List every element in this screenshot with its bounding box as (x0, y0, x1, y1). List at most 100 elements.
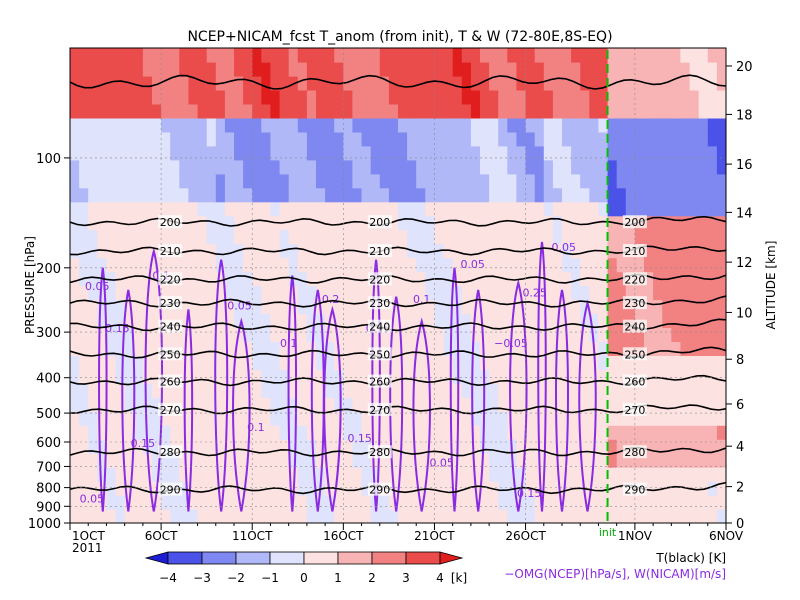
anomaly-cell (352, 103, 363, 119)
anomaly-cell (516, 467, 527, 482)
anomaly-cell (707, 341, 718, 356)
anomaly-cell (616, 341, 627, 356)
anomaly-cell (534, 411, 545, 426)
anomaly-cell (352, 145, 363, 161)
anomaly-cell (252, 425, 262, 440)
anomaly-cell (662, 355, 672, 370)
anomaly-cell (361, 145, 372, 161)
anomaly-cell (498, 397, 508, 412)
anomaly-cell (288, 89, 299, 105)
anomaly-cell (607, 299, 618, 315)
anomaly-cell (552, 159, 563, 175)
anomaly-cell (88, 62, 98, 77)
anomaly-cell (616, 397, 627, 412)
init-label: init (599, 526, 617, 539)
anomaly-cell (379, 145, 390, 161)
anomaly-cell (398, 425, 408, 440)
anomaly-cell (270, 411, 281, 426)
anomaly-cell (634, 48, 645, 63)
anomaly-cell (352, 341, 363, 356)
altitude-tick-label: 20 (736, 60, 753, 75)
anomaly-cell (197, 89, 208, 105)
anomaly-cell (288, 355, 299, 370)
anomaly-cell (543, 257, 554, 273)
anomaly-cell (142, 313, 153, 328)
anomaly-cell (543, 355, 554, 370)
anomaly-cell (716, 229, 726, 245)
anomaly-cell (507, 173, 517, 189)
anomaly-cell (97, 131, 107, 147)
anomaly-cell (79, 89, 89, 105)
anomaly-cell (325, 48, 335, 63)
anomaly-cell (243, 103, 253, 119)
anomaly-cell (653, 509, 663, 523)
anomaly-cell (707, 299, 718, 315)
anomaly-cell (634, 495, 645, 510)
anomaly-cell (653, 467, 663, 482)
anomaly-cell (434, 145, 445, 161)
anomaly-cell (343, 173, 353, 189)
anomaly-cell (653, 117, 663, 133)
anomaly-cell (279, 369, 290, 384)
temperature-label: 270 (160, 404, 181, 417)
anomaly-cell (270, 117, 281, 133)
anomaly-cell (662, 62, 672, 77)
anomaly-cell (507, 397, 517, 412)
anomaly-cell (261, 369, 271, 384)
anomaly-cell (680, 495, 691, 510)
anomaly-cell (580, 62, 590, 77)
anomaly-cell (562, 48, 572, 63)
anomaly-cell (625, 425, 636, 440)
anomaly-cell (115, 62, 126, 77)
anomaly-cell (243, 243, 253, 259)
anomaly-cell (653, 327, 663, 342)
anomaly-cell (671, 299, 681, 315)
anomaly-cell (161, 257, 171, 273)
anomaly-cell (379, 187, 390, 203)
temperature-label-bg (367, 347, 392, 361)
anomaly-cell (152, 75, 162, 91)
anomaly-cell (525, 495, 536, 510)
anomaly-cell (707, 327, 718, 342)
anomaly-cell (188, 117, 199, 133)
anomaly-cell (334, 201, 344, 217)
anomaly-cell (106, 341, 117, 356)
anomaly-cell (416, 425, 426, 440)
anomaly-cell (106, 62, 117, 77)
anomaly-cell (361, 187, 372, 203)
anomaly-cell (425, 159, 435, 175)
anomaly-cell (361, 229, 372, 245)
anomaly-cell (434, 481, 445, 496)
anomaly-cell (552, 285, 563, 301)
anomaly-cell (252, 103, 262, 119)
anomaly-cell (234, 383, 244, 398)
anomaly-cell (306, 467, 317, 482)
anomaly-cell (243, 201, 253, 217)
anomaly-cell (279, 75, 290, 91)
anomaly-cell (425, 257, 435, 273)
anomaly-cell (270, 103, 281, 119)
anomaly-cell (671, 145, 681, 161)
anomaly-cell (124, 453, 135, 468)
anomaly-cell (398, 481, 408, 496)
anomaly-cell (270, 369, 281, 384)
anomaly-cell (407, 355, 417, 370)
anomaly-cell (133, 117, 144, 133)
anomaly-cell (243, 341, 253, 356)
anomaly-cell (689, 425, 700, 440)
anomaly-cell (234, 62, 244, 77)
anomaly-cell (142, 75, 153, 91)
anomaly-cell (470, 313, 481, 328)
altitude-tick-label: 0 (736, 517, 744, 532)
anomaly-cell (115, 411, 126, 426)
anomaly-cell (689, 285, 700, 301)
anomaly-cell (170, 257, 180, 273)
anomaly-cell (407, 75, 417, 91)
omega-loop (449, 267, 460, 512)
anomaly-cell (124, 229, 135, 245)
anomaly-cell (334, 159, 344, 175)
anomaly-cell (680, 369, 691, 384)
anomaly-cell (88, 299, 98, 315)
anomaly-cell (243, 75, 253, 91)
anomaly-cell (516, 299, 527, 315)
